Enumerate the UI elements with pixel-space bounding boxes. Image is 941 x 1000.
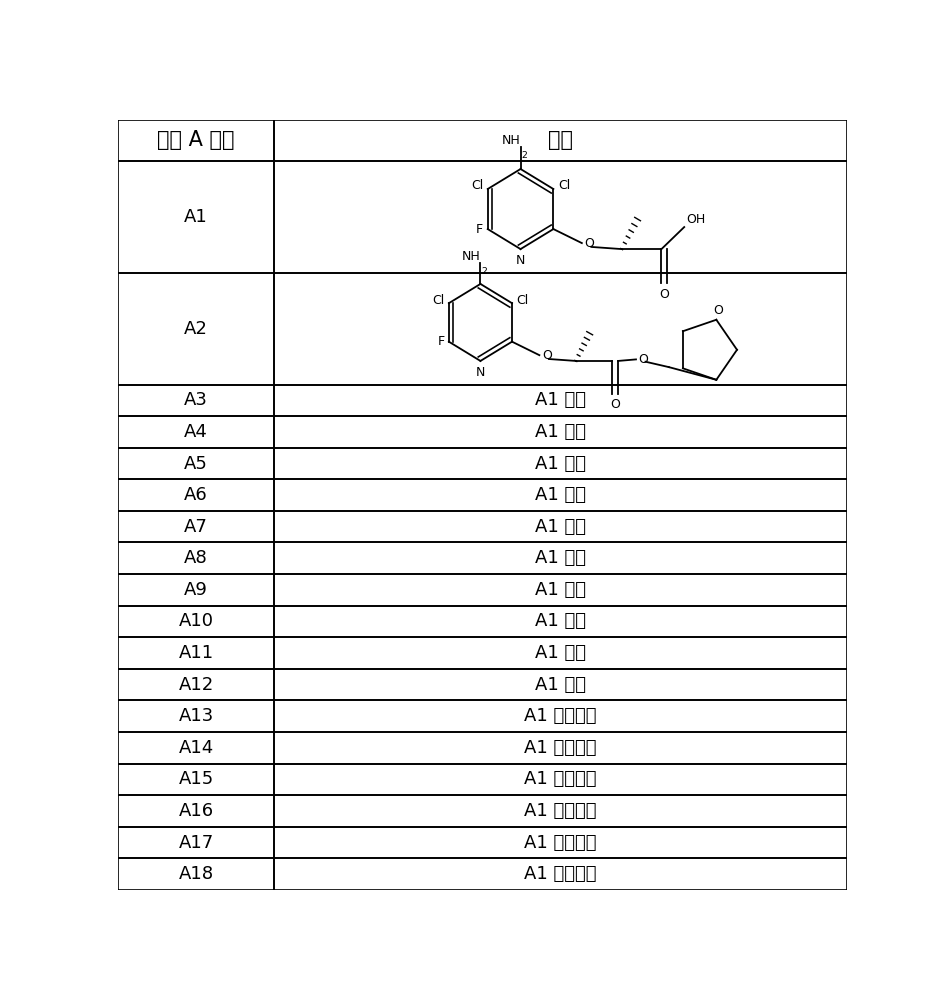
Text: A13: A13	[179, 707, 214, 725]
Text: 组分 A 序号: 组分 A 序号	[157, 130, 234, 150]
Text: O: O	[542, 349, 552, 362]
Text: OH: OH	[686, 213, 706, 226]
Text: O: O	[638, 353, 648, 366]
Bar	[275, 161, 847, 273]
Text: A15: A15	[179, 770, 214, 788]
Bar	[118, 416, 275, 448]
Bar	[118, 479, 275, 511]
Bar	[118, 161, 275, 273]
Text: A1 铜盐: A1 铜盐	[535, 612, 586, 630]
Text: O: O	[584, 237, 595, 250]
Bar	[275, 511, 847, 542]
Bar	[275, 448, 847, 479]
Text: O: O	[660, 288, 669, 301]
Text: A1 二甲胺盐: A1 二甲胺盐	[524, 739, 597, 757]
Bar	[275, 700, 847, 732]
Text: A4: A4	[184, 423, 208, 441]
Bar	[118, 120, 275, 161]
Bar	[118, 764, 275, 795]
Bar	[118, 637, 275, 669]
Bar	[118, 574, 275, 606]
Text: A8: A8	[184, 549, 208, 567]
Text: A7: A7	[184, 518, 208, 536]
Bar	[275, 273, 847, 385]
Text: A1 一乙胺盐: A1 一乙胺盐	[524, 802, 597, 820]
Text: A1 镁盐: A1 镁盐	[535, 581, 586, 599]
Bar	[275, 827, 847, 858]
Bar	[118, 385, 275, 416]
Text: A1 三乙胺盐: A1 三乙胺盐	[524, 865, 597, 883]
Bar	[118, 827, 275, 858]
Text: A17: A17	[179, 834, 214, 852]
Text: N: N	[516, 254, 525, 267]
Text: A12: A12	[179, 676, 214, 694]
Bar	[118, 700, 275, 732]
Bar	[118, 606, 275, 637]
Text: A2: A2	[184, 320, 208, 338]
Text: A1 钔盐: A1 钔盐	[535, 676, 586, 694]
Text: F: F	[476, 223, 484, 236]
Bar	[118, 542, 275, 574]
Bar	[275, 416, 847, 448]
Text: Cl: Cl	[517, 294, 529, 307]
Text: A3: A3	[184, 391, 208, 409]
Text: A1 钓盐: A1 钓盐	[535, 391, 586, 409]
Bar	[275, 669, 847, 700]
Text: A10: A10	[179, 612, 214, 630]
Bar	[118, 511, 275, 542]
Bar	[275, 479, 847, 511]
Text: NH: NH	[462, 250, 481, 263]
Text: A1 钖盐: A1 钖盐	[535, 549, 586, 567]
Text: A1 钒盐: A1 钒盐	[535, 423, 586, 441]
Bar	[118, 273, 275, 385]
Bar	[118, 858, 275, 890]
Bar	[275, 606, 847, 637]
Text: A18: A18	[179, 865, 214, 883]
Text: O: O	[713, 304, 723, 317]
Text: 2: 2	[481, 267, 487, 276]
Text: A1 锅盐: A1 锅盐	[535, 518, 586, 536]
Bar	[275, 858, 847, 890]
Text: A6: A6	[184, 486, 208, 504]
Text: A1 铁盐: A1 铁盐	[535, 644, 586, 662]
Bar	[275, 120, 847, 161]
Text: 2: 2	[521, 151, 527, 160]
Bar	[118, 448, 275, 479]
Text: A1: A1	[184, 208, 208, 226]
Text: A14: A14	[179, 739, 214, 757]
Text: NH: NH	[502, 134, 520, 147]
Bar	[275, 764, 847, 795]
Text: Cl: Cl	[558, 179, 570, 192]
Text: A1 钓盐: A1 钓盐	[535, 455, 586, 473]
Bar	[275, 574, 847, 606]
Text: A1 锂盐: A1 锂盐	[535, 486, 586, 504]
Bar	[118, 732, 275, 764]
Text: N: N	[476, 366, 486, 379]
Text: Cl: Cl	[471, 179, 484, 192]
Text: 结构: 结构	[549, 130, 573, 150]
Text: F: F	[438, 335, 444, 348]
Text: A1 三甲胺盐: A1 三甲胺盐	[524, 770, 597, 788]
Text: A1 一甲胺盐: A1 一甲胺盐	[524, 707, 597, 725]
Text: A16: A16	[179, 802, 214, 820]
Text: O: O	[611, 398, 620, 411]
Bar	[275, 385, 847, 416]
Bar	[275, 542, 847, 574]
Text: A11: A11	[179, 644, 214, 662]
Bar	[275, 732, 847, 764]
Bar	[275, 795, 847, 827]
Text: A1 二乙胺盐: A1 二乙胺盐	[524, 834, 597, 852]
Text: Cl: Cl	[432, 294, 444, 307]
Text: A9: A9	[184, 581, 208, 599]
Bar	[118, 795, 275, 827]
Bar	[275, 637, 847, 669]
Bar	[118, 669, 275, 700]
Text: A5: A5	[184, 455, 208, 473]
